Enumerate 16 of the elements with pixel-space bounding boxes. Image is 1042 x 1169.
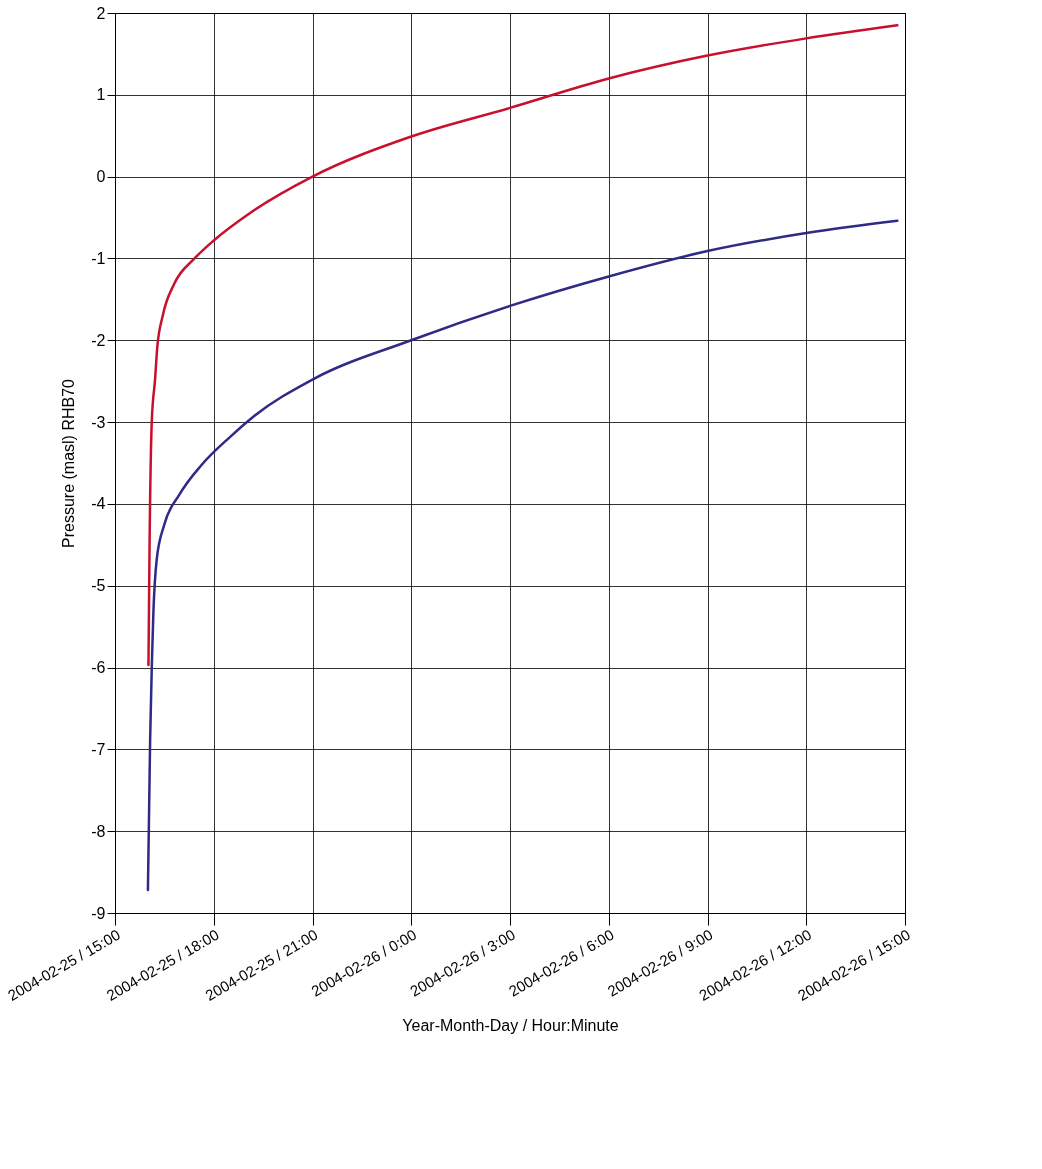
line-series [147, 24, 899, 667]
x-axis-title: Year-Month-Day / Hour:Minute [402, 1016, 619, 1034]
y-tick-label: -4 [91, 495, 106, 513]
y-axis-title: Pressure (masl) RHB70 [60, 378, 78, 548]
y-tick-label: -9 [91, 904, 106, 922]
y-tick-label: -6 [91, 659, 106, 677]
y-tick-label: -5 [91, 577, 106, 595]
y-tick-label: -3 [91, 413, 106, 431]
y-tick-label: 1 [96, 86, 106, 104]
y-tick-label: -1 [91, 249, 106, 267]
y-tick-label: -2 [91, 331, 106, 349]
line-series [146, 219, 899, 892]
y-tick-label: 2 [96, 4, 106, 22]
y-tick-label: -7 [91, 740, 106, 758]
y-tick-label: -8 [91, 822, 106, 840]
y-tick-label: 0 [96, 168, 106, 186]
